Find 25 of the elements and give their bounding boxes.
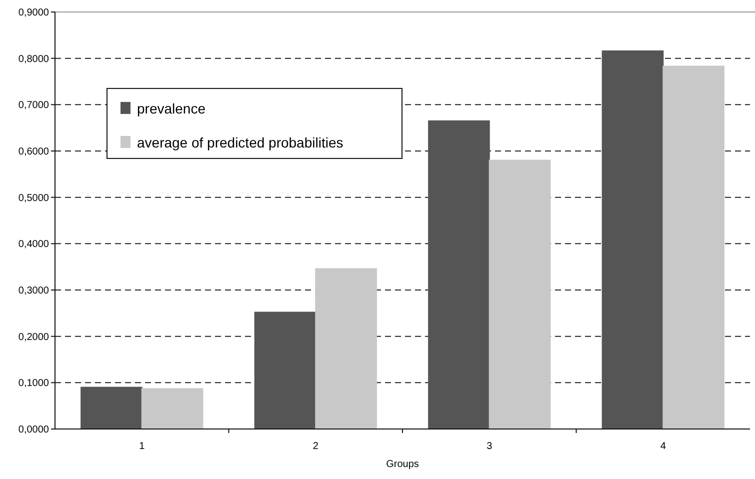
x-tick-label: 1 (139, 441, 146, 452)
bar (428, 120, 490, 430)
bar (315, 268, 377, 430)
bar (254, 312, 316, 430)
bar (488, 160, 551, 430)
legend-label: prevalence (137, 100, 206, 116)
bar (141, 388, 204, 430)
x-tick-label: 4 (660, 441, 666, 452)
x-tick-label: 2 (312, 441, 319, 452)
y-tick-label: 0,1000 (18, 378, 50, 390)
bar (602, 50, 664, 430)
legend-label: average of predicted probabilities (137, 134, 344, 150)
x-axis-title: Groups (386, 459, 419, 470)
y-tick-label: 0,0000 (18, 424, 50, 436)
y-tick-label: 0,7000 (18, 100, 50, 112)
y-tick-label: 0,9000 (18, 8, 50, 18)
y-tick-label: 0,3000 (18, 286, 50, 296)
bar (80, 386, 142, 430)
x-tick-label: 3 (486, 441, 493, 452)
y-tick-label: 0,8000 (18, 54, 50, 65)
bar (662, 66, 724, 430)
y-tick-label: 0,6000 (18, 146, 50, 158)
y-tick-label: 0,4000 (18, 239, 50, 250)
y-tick-label: 0,2000 (18, 332, 50, 343)
y-tick-label: 0,5000 (18, 192, 50, 204)
